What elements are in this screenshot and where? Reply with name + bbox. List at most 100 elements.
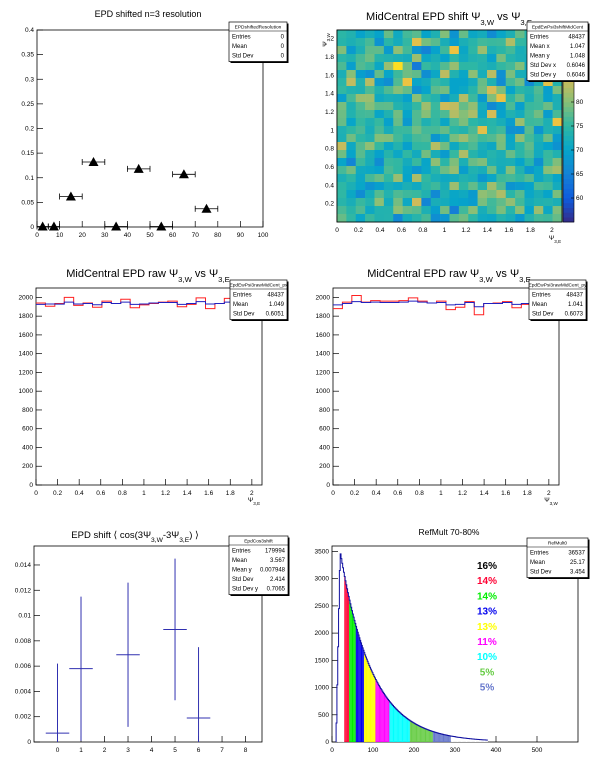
heatmap-cell <box>524 134 535 143</box>
histogram-bin <box>413 722 414 742</box>
heatmap-cell <box>468 214 478 223</box>
stats-label: Entries <box>232 549 251 555</box>
histogram-bin <box>482 739 483 742</box>
x-tick-label: 500 <box>532 747 543 754</box>
heatmap-cell <box>393 38 403 47</box>
heatmap-cell <box>515 150 525 159</box>
histogram-bin <box>416 724 418 742</box>
y-tick-label: 600 <box>319 426 330 433</box>
colorbar-segment <box>563 92 574 98</box>
histogram-bin <box>454 736 455 742</box>
heatmap-cell <box>430 62 441 71</box>
histogram-bin <box>414 723 415 742</box>
heatmap-cell <box>365 142 375 151</box>
heatmap-cell <box>477 62 488 71</box>
histogram <box>336 553 488 742</box>
stats-label: Entries <box>530 35 549 41</box>
histogram-bin <box>345 584 347 742</box>
heatmap-cell <box>449 118 460 127</box>
histogram-bin <box>459 737 460 742</box>
y-tick-label: 0.012 <box>15 587 32 594</box>
heatmap-cell <box>374 62 385 71</box>
colorbar-segment <box>563 111 574 117</box>
heatmap-cell <box>346 70 357 79</box>
heatmap-cell <box>430 174 441 183</box>
heatmap-cell <box>468 182 478 191</box>
colorbar-segment <box>563 193 574 199</box>
histogram-bin <box>435 732 437 742</box>
histogram-bin <box>382 691 383 742</box>
heatmap-cell <box>412 70 422 79</box>
heatmap-cell <box>458 126 469 135</box>
heatmap-cell <box>458 134 469 143</box>
heatmap-cell <box>374 166 385 175</box>
x-tick-label: 70 <box>192 232 200 239</box>
heatmap-cell <box>430 150 441 159</box>
heatmap-cell <box>337 126 347 135</box>
heatmap-cell <box>468 150 478 159</box>
y-tick-label: 1400 <box>19 351 34 358</box>
heatmap-cell <box>524 166 535 175</box>
heatmap-cell <box>543 182 553 191</box>
colorbar-tick-label: 60 <box>576 195 584 202</box>
histogram-bin <box>337 646 339 742</box>
heatmap-cell <box>346 46 357 55</box>
histogram-bin <box>436 732 437 742</box>
heatmap-cell <box>496 190 507 199</box>
heatmap-cell <box>458 62 469 71</box>
heatmap-cell <box>477 38 488 47</box>
heatmap-cell <box>412 190 422 199</box>
histogram-bin <box>412 722 414 742</box>
y-tick-label: 0 <box>326 482 330 489</box>
heatmap-cell <box>412 78 422 87</box>
heatmap-cell <box>477 30 488 39</box>
heatmap-cell <box>374 46 385 55</box>
heatmap-cell <box>337 46 347 55</box>
heatmap-cell <box>468 142 478 151</box>
heatmap-cell <box>383 126 394 135</box>
histogram-bin <box>350 607 352 742</box>
heatmap-cell <box>402 38 413 47</box>
stats-box <box>526 537 589 578</box>
heatmap-cell <box>487 214 497 223</box>
histogram-bin <box>403 715 405 742</box>
x-tick-label: 1.6 <box>504 227 513 234</box>
heatmap-cell <box>505 78 516 87</box>
histogram-bin <box>411 721 413 742</box>
x-axis-label: Ψ3,E <box>248 497 260 506</box>
heatmap-cell <box>430 102 441 111</box>
heatmap-cell <box>477 70 488 79</box>
y-tick-label: 0.35 <box>21 52 34 59</box>
heatmap-cell <box>346 94 357 103</box>
y-tick-label: 1.6 <box>325 72 334 79</box>
y-tick-label: 600 <box>22 426 33 433</box>
histogram-bin <box>400 713 401 742</box>
heatmap-cell <box>402 158 413 167</box>
heatmap-cell <box>421 158 432 167</box>
heatmap-cell <box>421 118 432 127</box>
heatmap-cell <box>496 150 507 159</box>
colorbar-segment <box>563 87 574 93</box>
stats-value: 0 <box>281 35 285 41</box>
heatmap-cell <box>458 206 469 215</box>
heatmap-cell <box>449 182 460 191</box>
x-tick-label: 0 <box>330 747 334 754</box>
centrality-label: 13% <box>477 622 497 633</box>
histogram-bin <box>369 667 371 742</box>
heatmap-cell <box>365 158 375 167</box>
heatmap-cell <box>552 110 563 119</box>
heatmap-cell <box>365 38 375 47</box>
y-tick-label: 1 <box>330 127 334 134</box>
heatmap-cell <box>393 78 403 87</box>
y-tick-label: 2000 <box>316 294 331 301</box>
heatmap-cell <box>449 46 460 55</box>
heatmap-cell <box>430 86 441 95</box>
y-tick-label: 1000 <box>315 685 330 692</box>
histogram-bin <box>346 588 348 742</box>
histogram-bin <box>359 637 360 742</box>
heatmap-cell <box>477 134 488 143</box>
heatmap-cell <box>402 78 413 87</box>
heatmap-cell <box>337 118 347 127</box>
heatmap-cell <box>552 142 563 151</box>
heatmap-cell <box>383 62 394 71</box>
